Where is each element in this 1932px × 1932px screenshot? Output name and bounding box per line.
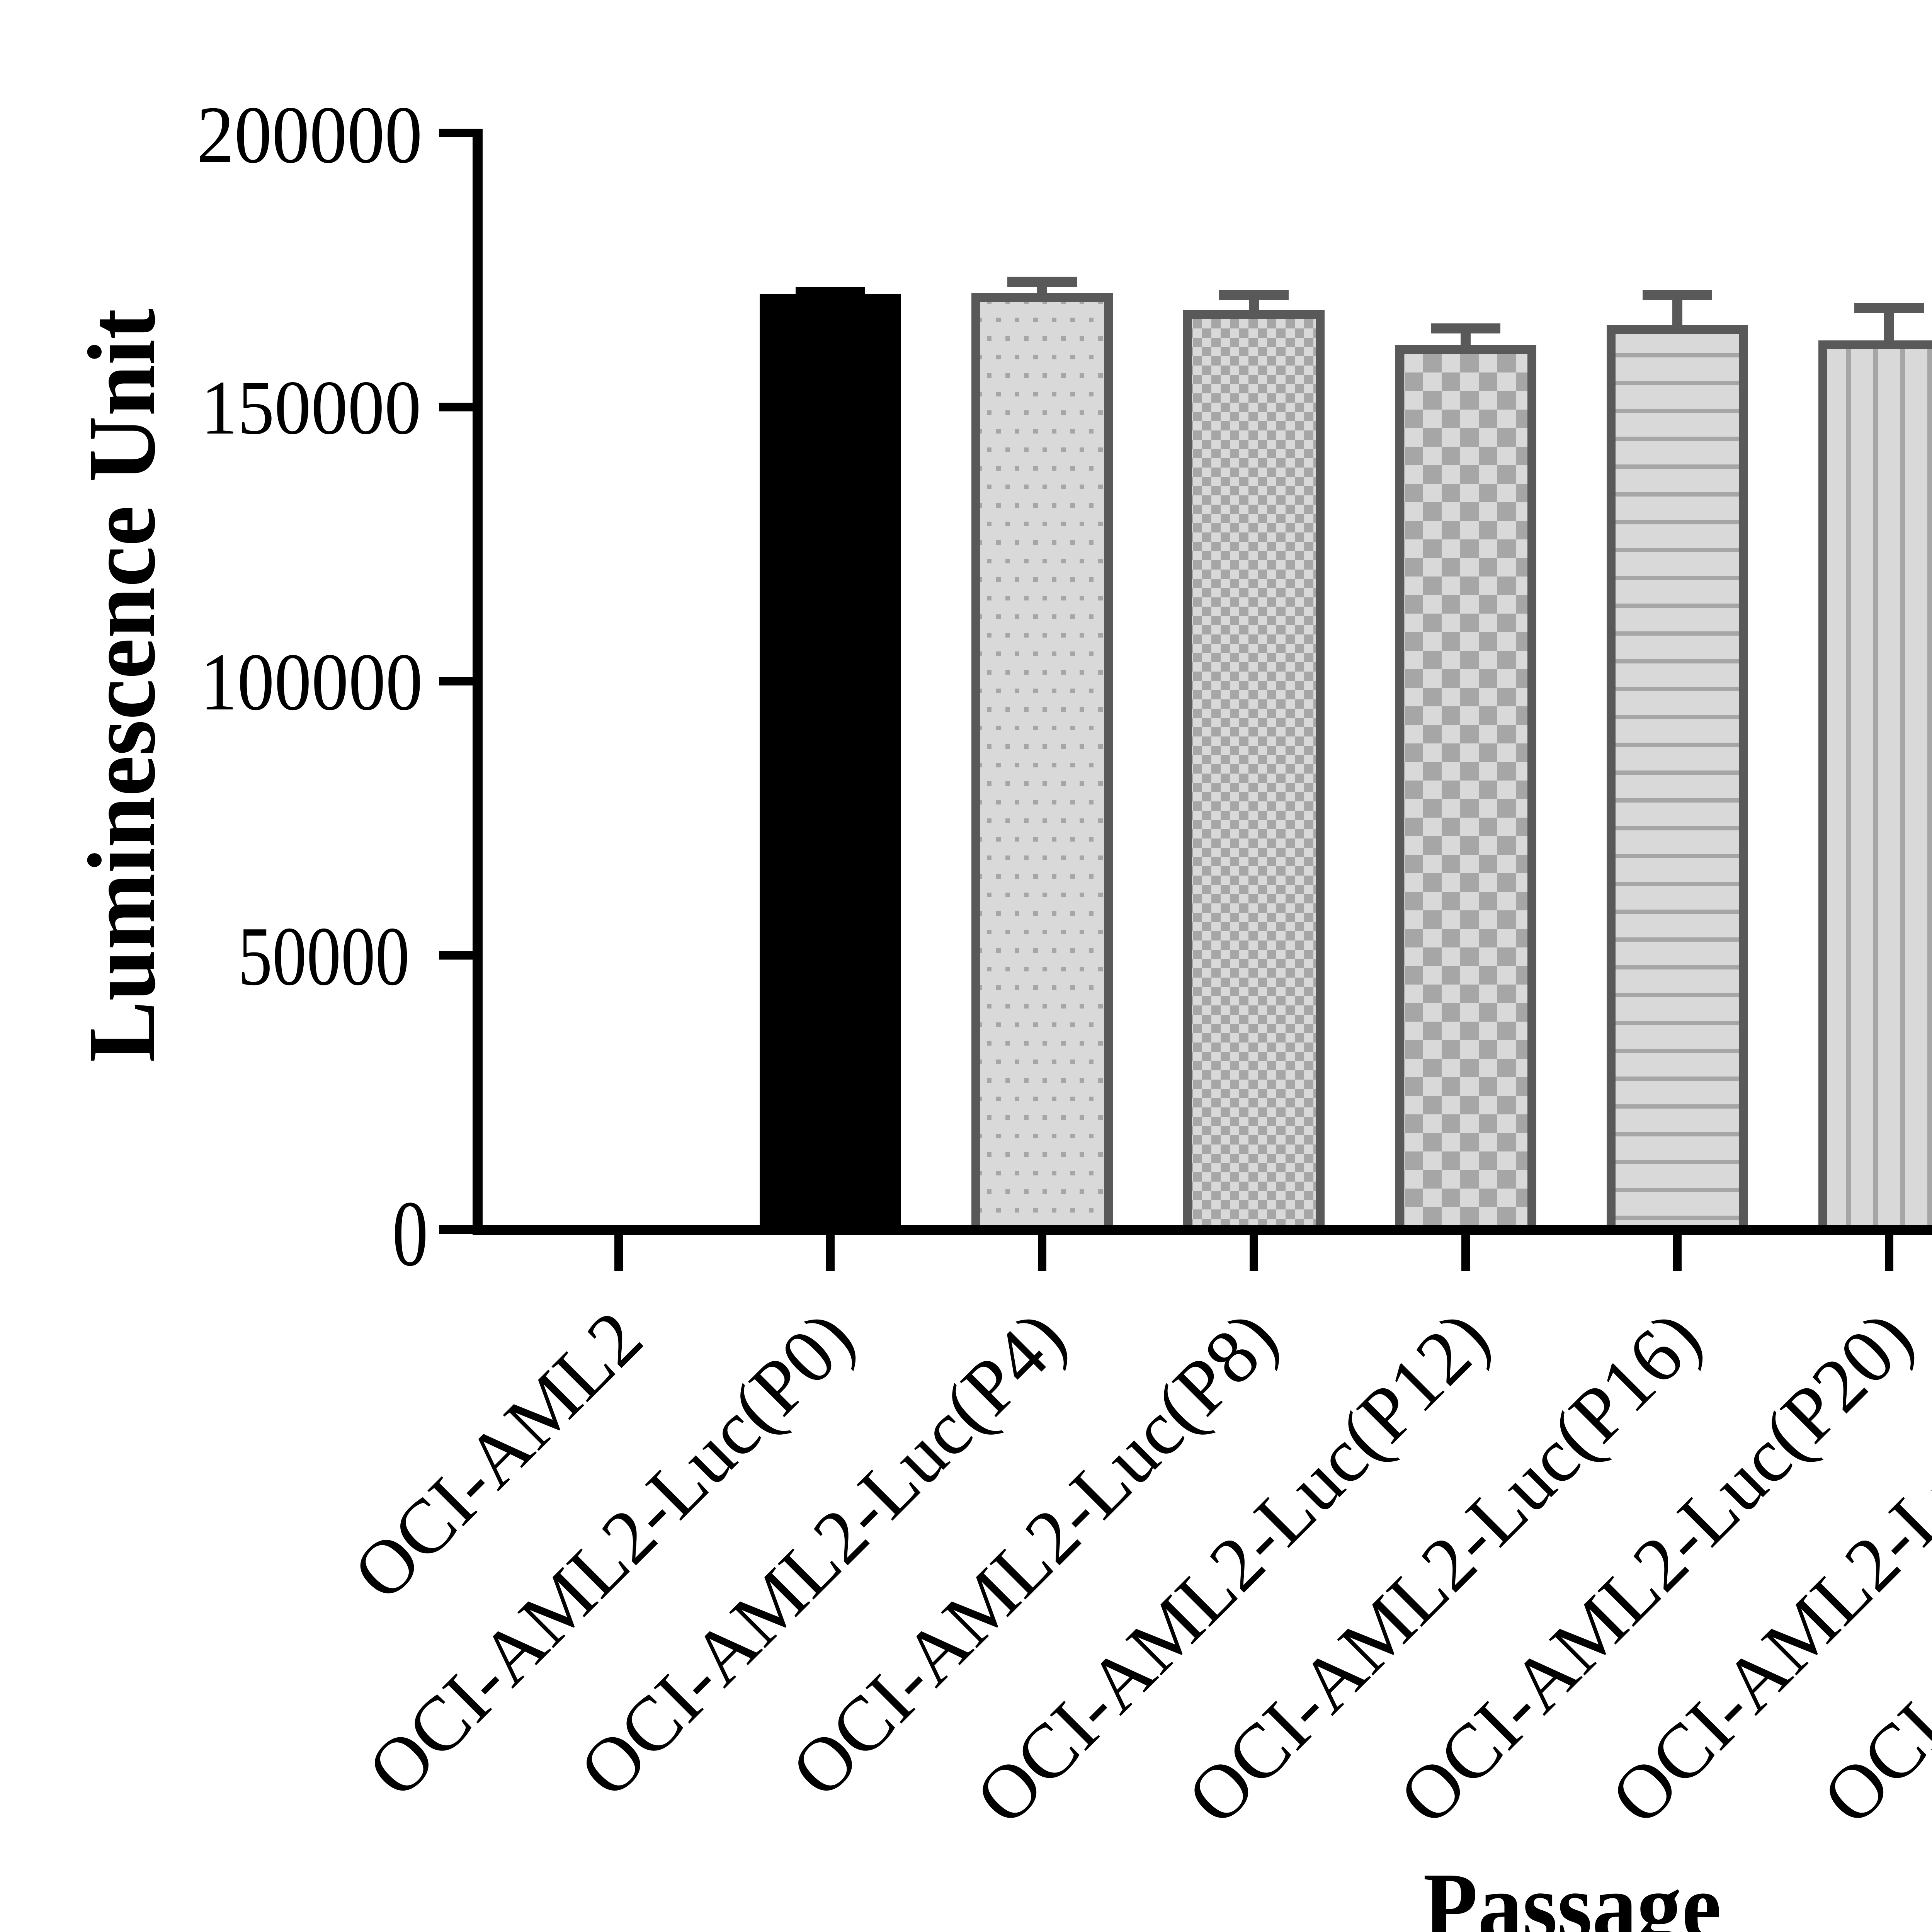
svg-text:100000: 100000 (200, 636, 423, 727)
svg-text:150000: 150000 (201, 365, 421, 451)
svg-text:50000: 50000 (238, 910, 410, 1003)
svg-text:Passage: Passage (1423, 1853, 1721, 1932)
svg-text:0: 0 (392, 1181, 428, 1286)
svg-text:Luminescence Unit: Luminescence Unit (68, 309, 175, 1062)
svg-text:200000: 200000 (197, 89, 422, 180)
